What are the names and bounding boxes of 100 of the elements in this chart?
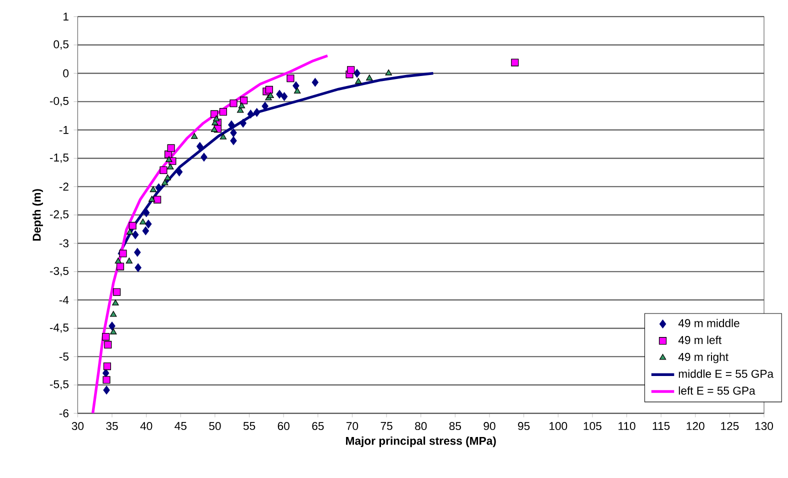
point: [167, 144, 175, 152]
point: [265, 86, 273, 94]
y-tick-label: -5,5: [50, 380, 69, 390]
point: [103, 386, 110, 394]
legend-label: 49 m right: [678, 352, 728, 364]
legend-label: left E = 55 GPa: [678, 386, 756, 395]
x-tick-label: 95: [518, 422, 530, 430]
point: [145, 220, 152, 228]
point: [354, 68, 360, 78]
point: [102, 376, 110, 384]
point: [148, 196, 156, 202]
x-tick-label: 130: [755, 422, 774, 430]
point: [166, 156, 172, 162]
y-tick-label: -3,5: [50, 266, 69, 276]
point: [280, 92, 288, 101]
point: [119, 250, 127, 258]
point: [230, 136, 237, 146]
x-tick-label: 50: [209, 422, 221, 430]
line-series: [91, 54, 329, 414]
point: [210, 126, 218, 132]
point: [162, 179, 168, 186]
y-tick-label: -3: [59, 239, 69, 248]
point: [110, 310, 117, 317]
y-tick-label: 0,5: [54, 40, 69, 50]
x-tick-label: 60: [278, 422, 290, 430]
x-tick-label: 90: [484, 422, 496, 430]
point: [128, 222, 136, 230]
x-tick-label: 100: [550, 422, 568, 430]
x-tick-label: 80: [415, 422, 427, 430]
point: [176, 168, 183, 176]
legend-label: 49 m left: [678, 336, 722, 344]
x-tick-label: 45: [174, 422, 186, 430]
point: [113, 288, 121, 296]
y-tick-label: -2,5: [50, 210, 69, 220]
point: [355, 78, 362, 84]
point: [102, 333, 110, 341]
point: [140, 218, 146, 224]
y-tick-label: 0: [63, 69, 69, 78]
point: [220, 134, 227, 140]
y-tick-label: -0,5: [50, 96, 69, 106]
point: [134, 263, 142, 272]
x-axis-title: Major principal stress (MPa): [346, 436, 496, 448]
point: [210, 110, 218, 118]
point: [103, 362, 112, 370]
x-tick-label: 65: [312, 422, 324, 430]
point: [132, 230, 139, 240]
point: [167, 164, 174, 170]
x-tick-label: 105: [584, 422, 602, 430]
y-tick-label: 1: [64, 12, 68, 21]
y-tick-label: -1: [59, 126, 68, 134]
point: [134, 248, 141, 257]
point: [108, 322, 116, 330]
line-series: [118, 72, 435, 256]
point: [262, 102, 268, 110]
point: [385, 69, 392, 76]
point: [191, 132, 198, 139]
legend-label: 49 m middle: [678, 318, 740, 328]
point: [219, 108, 228, 116]
x-tick-label: 55: [243, 422, 256, 430]
y-axis-title: Depth (m): [32, 189, 43, 241]
point: [347, 66, 355, 74]
point: [240, 96, 248, 104]
x-tick-label: 120: [686, 422, 704, 430]
point: [196, 142, 204, 151]
point: [126, 228, 134, 235]
point: [366, 74, 373, 80]
legend-label: middle E = 55 GPa: [678, 370, 774, 378]
point: [230, 100, 238, 108]
point: [154, 196, 162, 204]
x-tick-label: 70: [346, 422, 358, 430]
point: [116, 262, 124, 270]
y-tick-label: -2: [59, 182, 68, 191]
point: [238, 102, 246, 108]
x-tick-label: 110: [618, 422, 636, 430]
point: [292, 81, 300, 90]
x-tick-label: 85: [449, 422, 462, 430]
x-tick-label: 75: [380, 422, 392, 430]
point: [200, 152, 208, 162]
point: [286, 74, 294, 82]
point: [143, 208, 150, 218]
y-tick-label: -4: [59, 296, 69, 304]
point: [230, 128, 237, 138]
x-tick-label: 35: [106, 422, 118, 430]
y-tick-label: -1,5: [50, 154, 69, 163]
point: [104, 340, 112, 349]
point: [112, 300, 119, 306]
point: [294, 88, 301, 94]
x-tick-label: 30: [72, 422, 84, 430]
point: [247, 110, 254, 118]
point: [126, 258, 133, 264]
point: [114, 258, 122, 264]
point: [150, 186, 157, 192]
point: [240, 118, 246, 128]
point: [142, 226, 149, 236]
point: [312, 78, 319, 87]
point: [511, 58, 519, 66]
x-tick-label: 115: [652, 422, 670, 430]
point: [276, 90, 283, 99]
point: [253, 108, 260, 117]
point: [110, 328, 117, 334]
